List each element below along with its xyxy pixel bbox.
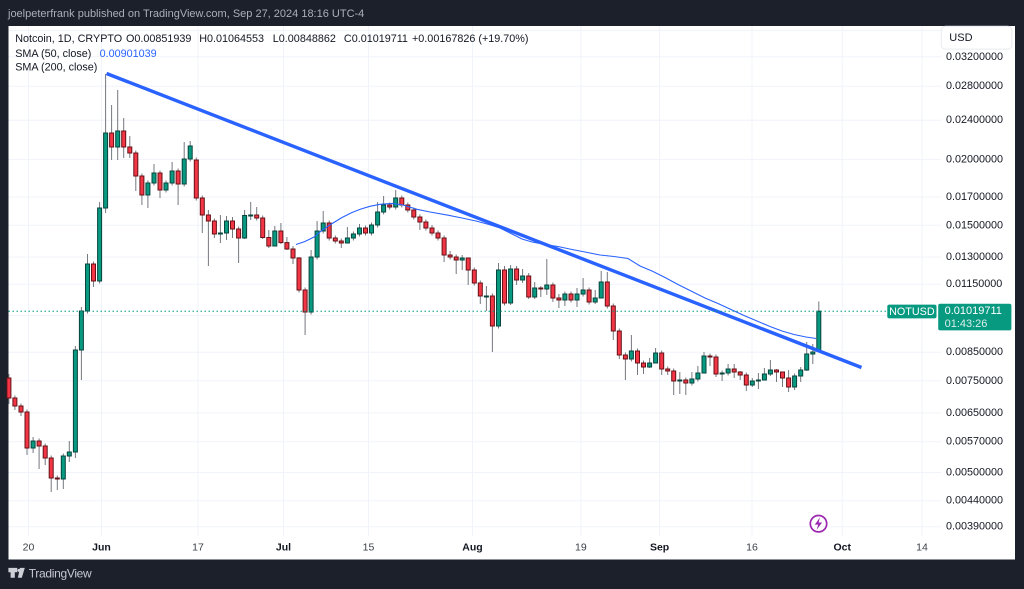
svg-text:19: 19 <box>575 542 587 554</box>
svg-text:H0.01064553: H0.01064553 <box>199 33 264 45</box>
svg-text:0.00570000: 0.00570000 <box>946 436 1003 448</box>
svg-text:17: 17 <box>192 542 204 554</box>
svg-text:0.01019711: 0.01019711 <box>945 305 1002 317</box>
svg-text:C0.01019711: C0.01019711 <box>344 33 408 45</box>
svg-text:20: 20 <box>23 542 35 554</box>
svg-text:Jun: Jun <box>92 542 111 554</box>
svg-text:0.00500000: 0.00500000 <box>946 467 1003 479</box>
svg-text:Jul: Jul <box>276 542 291 554</box>
svg-text:Sep: Sep <box>650 542 669 554</box>
svg-text:TradingView: TradingView <box>29 566 92 580</box>
svg-text:0.00850000: 0.00850000 <box>946 346 1003 358</box>
svg-text:0.02800000: 0.02800000 <box>946 80 1003 92</box>
svg-text:Notcoin, 1D, CRYPTO: Notcoin, 1D, CRYPTO <box>15 33 122 45</box>
svg-text:SMA (200, close): SMA (200, close) <box>15 62 97 74</box>
svg-text:14: 14 <box>916 542 928 554</box>
svg-text:+0.00167826 (+19.70%): +0.00167826 (+19.70%) <box>412 33 528 45</box>
svg-text:15: 15 <box>363 542 375 554</box>
svg-text:0.01300000: 0.01300000 <box>946 251 1003 263</box>
svg-text:0.00750000: 0.00750000 <box>946 375 1003 387</box>
svg-text:0.02400000: 0.02400000 <box>946 114 1003 126</box>
svg-text:0.01700000: 0.01700000 <box>946 191 1003 203</box>
svg-text:USD: USD <box>949 32 972 44</box>
svg-text:NOTUSD: NOTUSD <box>889 306 935 318</box>
svg-text:Oct: Oct <box>833 542 851 554</box>
svg-text:01:43:26: 01:43:26 <box>945 318 988 330</box>
svg-text:0.00390000: 0.00390000 <box>946 521 1003 533</box>
svg-text:16: 16 <box>746 542 758 554</box>
svg-text:SMA (50, close): SMA (50, close) <box>15 48 91 60</box>
svg-text:joelpeterfrank published on Tr: joelpeterfrank published on TradingView.… <box>7 8 364 20</box>
svg-text:0.00650000: 0.00650000 <box>946 407 1003 419</box>
svg-text:L0.00848862: L0.00848862 <box>273 33 336 45</box>
svg-text:0.01500000: 0.01500000 <box>946 219 1003 231</box>
svg-text:Aug: Aug <box>462 542 482 554</box>
svg-text:0.00901039: 0.00901039 <box>100 48 157 60</box>
svg-text:0.00440000: 0.00440000 <box>946 495 1003 507</box>
svg-text:0.02000000: 0.02000000 <box>946 154 1003 166</box>
svg-text:0.01150000: 0.01150000 <box>946 278 1002 290</box>
svg-text:0.03200000: 0.03200000 <box>946 51 1003 63</box>
svg-text:O0.00851939: O0.00851939 <box>126 33 191 45</box>
